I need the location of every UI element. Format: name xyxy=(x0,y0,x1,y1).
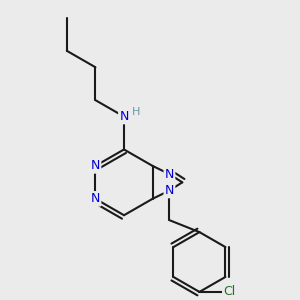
Text: Cl: Cl xyxy=(223,285,236,298)
Text: N: N xyxy=(119,110,129,123)
Text: N: N xyxy=(91,192,100,205)
Text: N: N xyxy=(91,159,100,172)
Text: H: H xyxy=(132,106,140,117)
Text: N: N xyxy=(165,184,174,197)
Text: N: N xyxy=(165,168,174,181)
